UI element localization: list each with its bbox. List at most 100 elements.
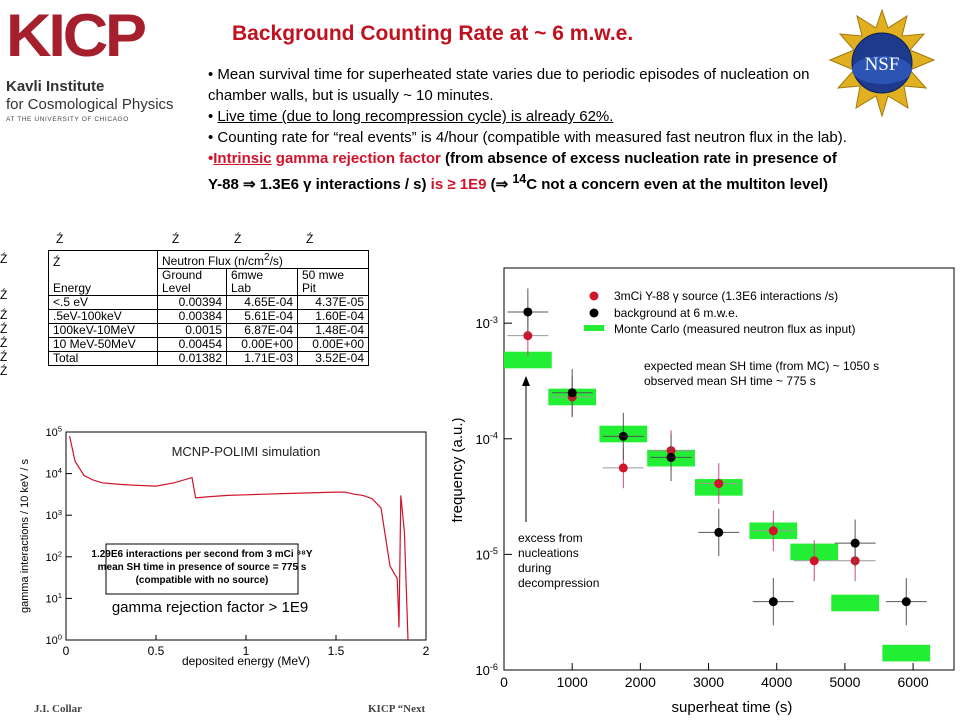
cell-50mwe: 1.48E-04 (297, 323, 369, 338)
cell-energy: <.5 eV (48, 295, 158, 310)
main-annotation-1: expected mean SH time (from MC) ~ 1050 s (644, 359, 879, 373)
slide-title: Background Counting Rate at ~ 6 m.w.e. (232, 22, 634, 45)
table-header-flux: Neutron Flux (n/cm2/s) (157, 250, 369, 269)
sim-title: MCNP-POLIMI simulation (172, 444, 321, 459)
sim-x-tick-label: 1.5 (328, 644, 345, 658)
legend-mc: Monte Carlo (measured neutron flux as in… (614, 322, 855, 336)
legend-background: background at 6 m.w.e. (614, 306, 738, 320)
bullet-1: • Mean survival time for superheated sta… (208, 66, 810, 104)
background-point (850, 538, 860, 548)
kicp-logo: KICP Kavli Institute for Cosmological Ph… (6, 6, 196, 126)
main-x-tick-label: 1000 (557, 674, 588, 690)
cell-6mwe: 1.71E-03 (226, 351, 298, 366)
table-header-row: Ź Neutron Flux (n/cm2/s) (48, 250, 369, 269)
sim-y-tick-label: 103 (45, 508, 62, 522)
table-row: Total 0.01382 1.71E-03 3.52E-04 (48, 351, 369, 366)
cell-6mwe: 5.61E-04 (226, 309, 298, 324)
table-header-mark: Ź (48, 250, 158, 269)
bullet-3: • Counting rate for “real events” is 4/h… (208, 129, 847, 146)
legend-mc-marker (584, 325, 604, 331)
cell-50mwe: 4.37E-05 (297, 295, 369, 310)
cell-ground: 0.00454 (157, 337, 227, 352)
table-row: .5eV-100keV 0.00384 5.61E-04 1.60E-04 (48, 309, 369, 324)
table-row: <.5 eV 0.00394 4.65E-04 4.37E-05 (48, 295, 369, 310)
excess-label-1: excess from (518, 531, 583, 545)
cell-energy: 100keV-10MeV (48, 323, 158, 338)
sim-x-tick-label: 0.5 (148, 644, 165, 658)
sim-annotation-box (105, 543, 299, 595)
sim-y-tick-label: 101 (45, 591, 62, 605)
nsf-logo: NSF (822, 8, 942, 118)
legend-source: 3mCi Y-88 γ source (1.3E6 interactions /… (614, 289, 838, 303)
sim-annotation-big: gamma rejection factor > 1E9 (112, 599, 308, 616)
table-mark: Ź (0, 322, 8, 336)
main-x-tick-label: 4000 (761, 674, 792, 690)
sim-xlabel: deposited energy (MeV) (182, 654, 310, 668)
legend-source-marker (589, 291, 599, 301)
col-energy: Energy (48, 268, 158, 296)
table-mark: Ź (234, 232, 242, 246)
mc-box (504, 351, 552, 369)
col-50mwe-2: Pit (302, 281, 317, 295)
legend-background-marker (589, 308, 599, 318)
sim-y-tick-label: 102 (45, 549, 62, 563)
main-x-tick-label: 6000 (898, 674, 929, 690)
cell-50mwe: 0.00E+00 (297, 337, 369, 352)
background-point (567, 388, 577, 398)
cell-6mwe: 0.00E+00 (226, 337, 298, 352)
bullet-list: • Mean survival time for superheated sta… (208, 64, 848, 195)
logo-line2: for Cosmological Physics (6, 96, 174, 113)
col-50mwe-1: 50 mwe (302, 268, 345, 282)
cell-energy: .5eV-100keV (48, 309, 158, 324)
background-point (618, 431, 628, 441)
cell-energy: 10 MeV-50MeV (48, 337, 158, 352)
sim-x-tick-label: 2 (423, 644, 430, 658)
cell-ground: 0.0015 (157, 323, 227, 338)
table-mark: Ź (172, 232, 180, 246)
table-mark: Ź (56, 232, 64, 246)
sim-annotation-2: mean SH time in presence of source = 775… (98, 562, 307, 573)
bullet-2: • Live time (due to long recompression c… (208, 106, 848, 127)
sim-y-tick-label: 100 (45, 633, 62, 647)
col-50mwe: 50 mwe Pit (297, 268, 369, 296)
bullet-4-end: C not a concern even at the multiton lev… (526, 176, 828, 193)
col-6mwe: 6mwe Lab (226, 268, 298, 296)
source-point (809, 556, 819, 566)
sim-x-tick-label: 0 (63, 644, 70, 658)
main-y-tick-label: 10-4 (475, 431, 498, 447)
main-x-tick-label: 3000 (693, 674, 724, 690)
excess-label-3: during (518, 561, 551, 575)
table-mark: Ź (0, 336, 8, 350)
sim-annotation-3: (compatible with no source) (136, 575, 269, 586)
col-6mwe-1: 6mwe (231, 268, 264, 282)
col-6mwe-2: Lab (231, 281, 252, 295)
cell-50mwe: 3.52E-04 (297, 351, 369, 366)
bullet-4: •Intrinsic gamma rejection factor (from … (208, 148, 848, 195)
table-mark: Ź (0, 364, 8, 378)
bullet-4-factor: is ≥ 1E9 (426, 176, 487, 193)
main-y-tick-label: 10-5 (475, 546, 498, 562)
source-point (523, 331, 533, 341)
sim-y-tick-label: 104 (45, 466, 62, 480)
table-mark: Ź (0, 288, 8, 302)
bullet-4-arrow: (⇒ (486, 176, 513, 193)
table-mark: Ź (0, 308, 8, 322)
sim-annotation-1: 1.29E6 interactions per second from 3 mC… (91, 549, 313, 560)
table-row: 100keV-10MeV 0.0015 6.87E-04 1.48E-04 (48, 323, 369, 338)
main-ylabel: frequency (a.u.) (452, 417, 466, 522)
cell-ground: 0.01382 (157, 351, 227, 366)
excess-label-4: decompression (518, 576, 599, 590)
main-y-tick-label: 10-3 (475, 315, 498, 331)
bullet-4-gamma: gamma rejection factor (271, 150, 441, 167)
bullet-4-sup: 14 (512, 172, 527, 186)
bullet-2-text: Live time (due to long recompression cyc… (217, 108, 614, 125)
table-row: 10 MeV-50MeV 0.00454 0.00E+00 0.00E+00 (48, 337, 369, 352)
background-point (901, 597, 911, 607)
bullet-4-detail: (from absence of excess nucleation rate … (208, 150, 837, 193)
col-ground-2: Level (162, 281, 191, 295)
mc-box (831, 594, 879, 612)
sim-spectrum-line (69, 435, 409, 641)
simulation-chart: 0 0.5 1 1.5 2 100 101 102 103 104 105 MCNP-POLIMI … (14, 420, 444, 690)
table-mark: Ź (0, 350, 8, 364)
logo-wordmark: KICP (6, 2, 147, 69)
